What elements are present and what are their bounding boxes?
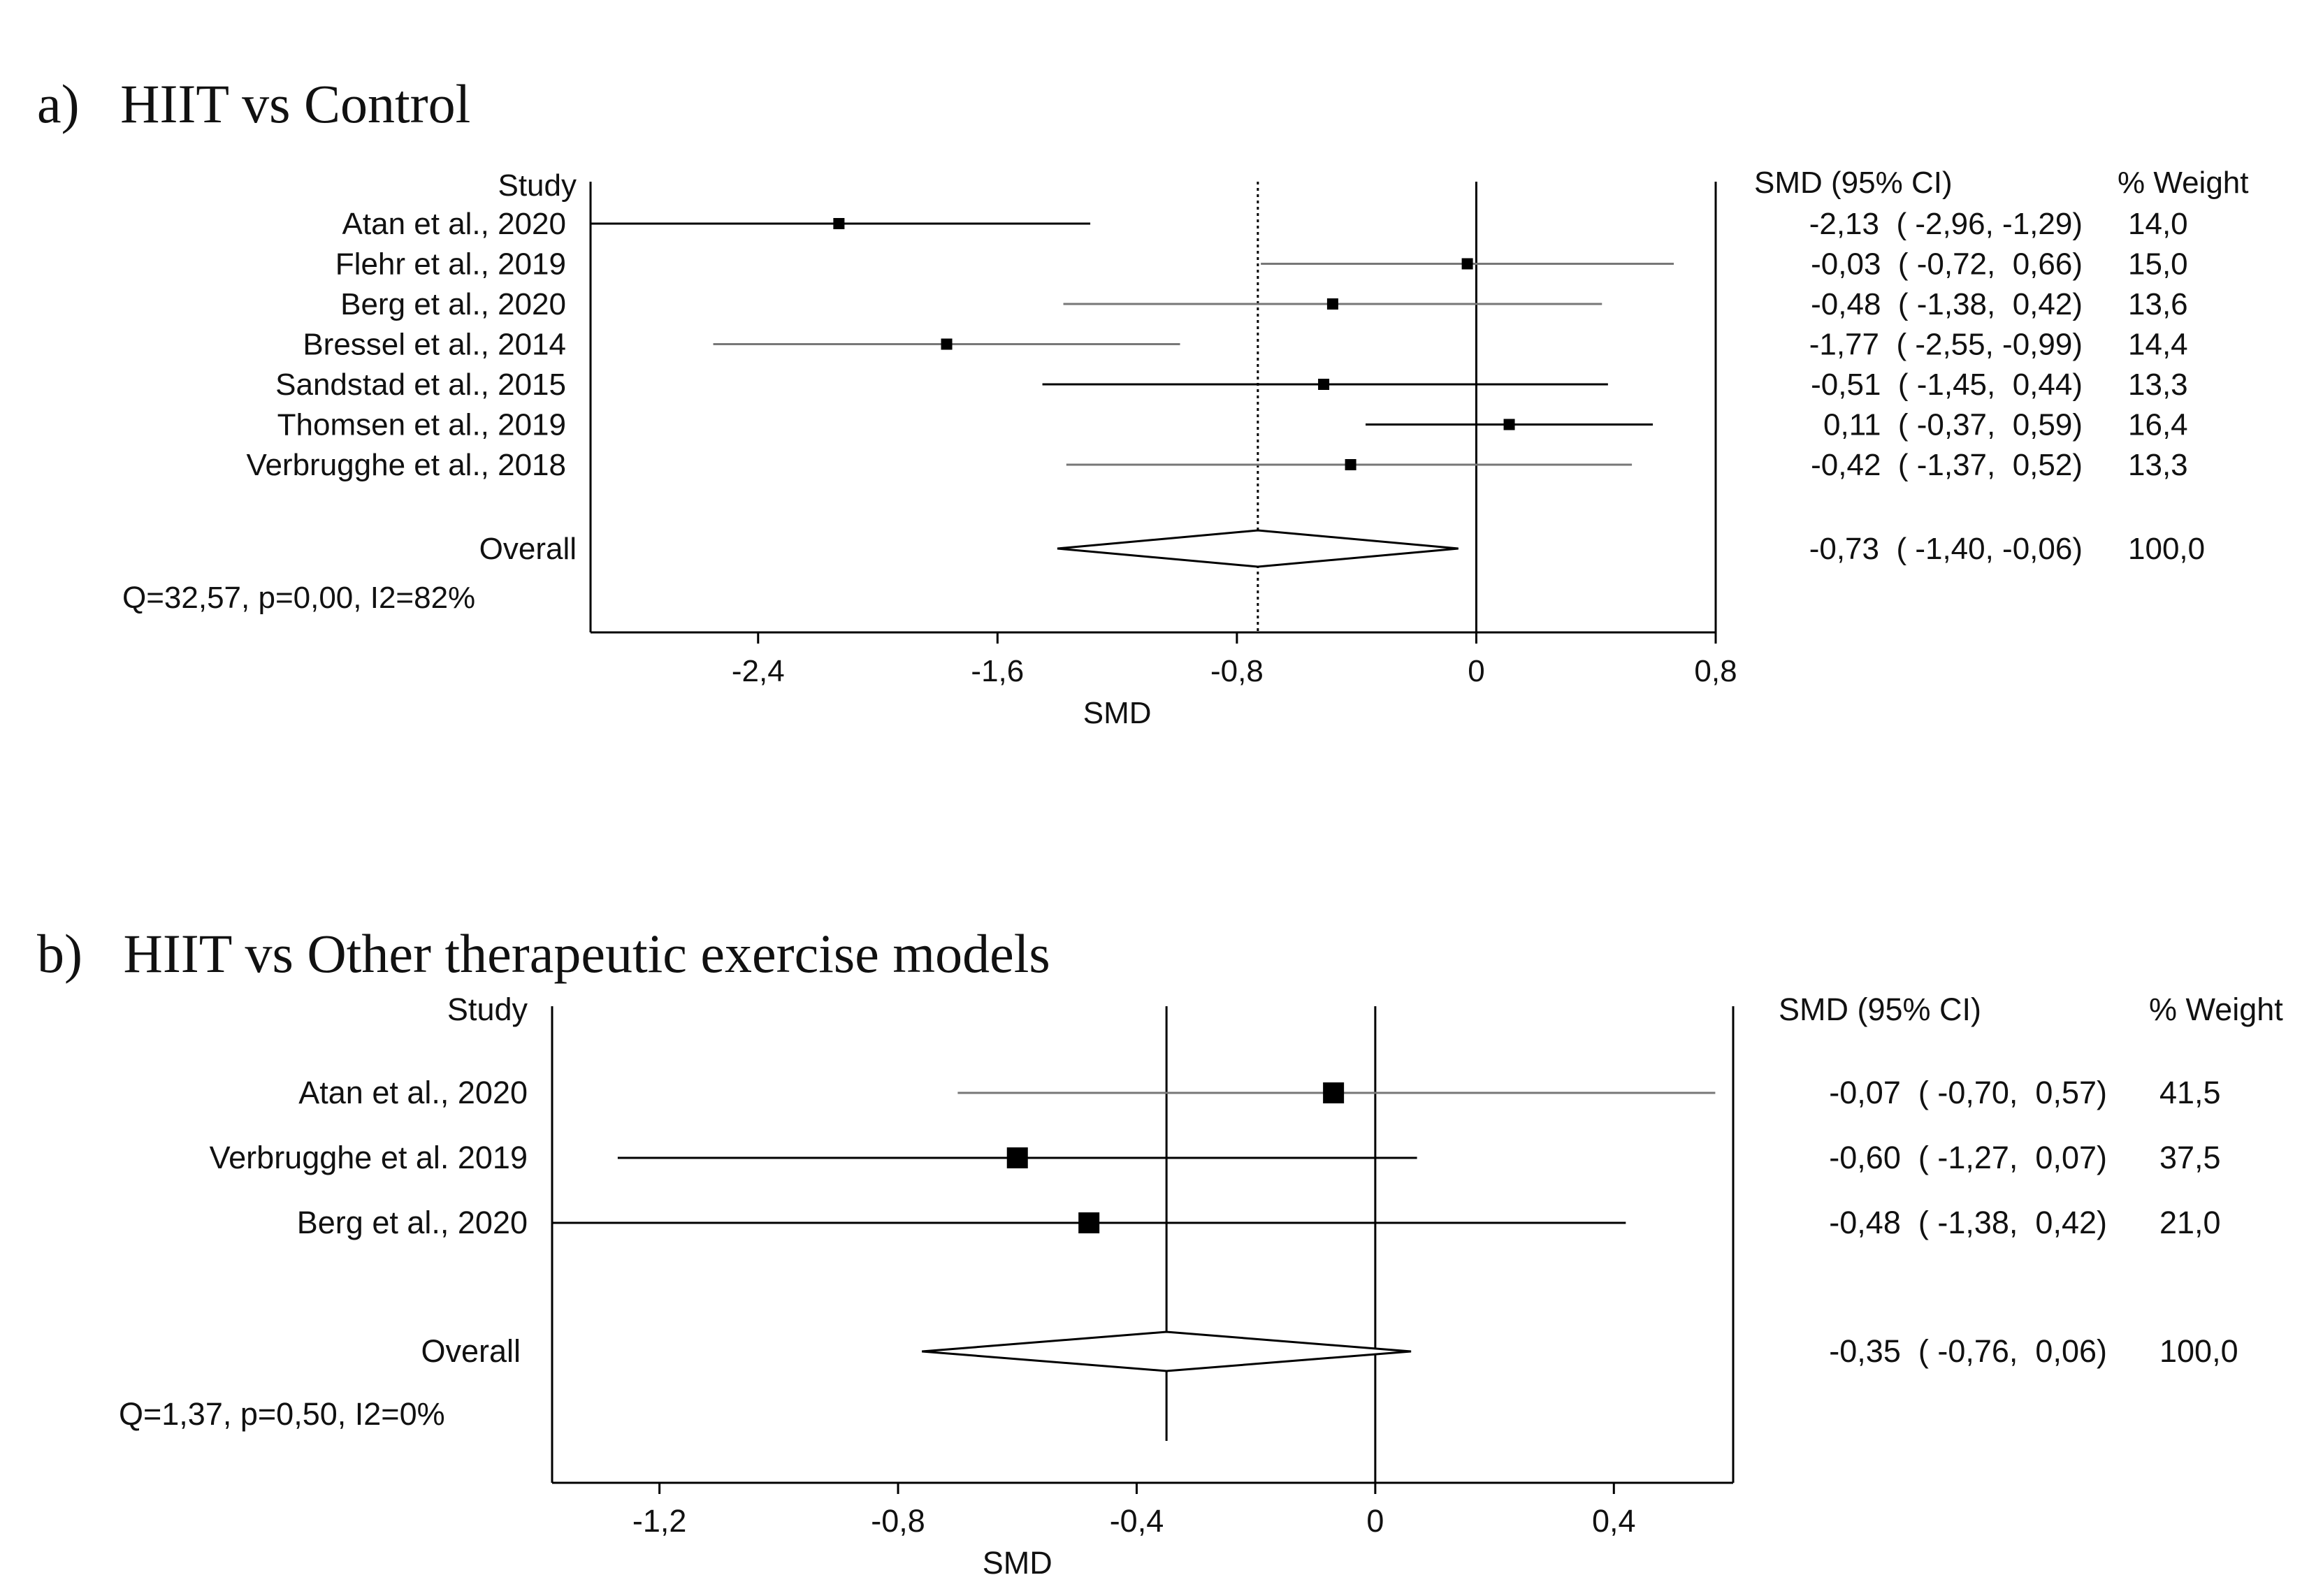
- smd-ci-value: -2,13 ( -2,96, -1,29): [1809, 207, 2083, 241]
- smd-ci-value: -0,07 ( -0,70, 0,57): [1829, 1075, 2107, 1110]
- study-label: Thomsen et al., 2019: [277, 408, 566, 442]
- weight-value: 14,4: [2128, 328, 2188, 362]
- study-label: Atan et al., 2020: [298, 1075, 528, 1110]
- panel-b-title: b) HIIT vs Other therapeutic exercise mo…: [10, 859, 1050, 985]
- study-label: Verbrugghe et al., 2018: [247, 448, 566, 482]
- panel-a-heading: HIIT vs Control: [120, 73, 471, 134]
- study-label: Flehr et al., 2019: [335, 247, 566, 282]
- weight-column-header: % Weight: [2149, 992, 2283, 1027]
- weight-value: 15,0: [2128, 247, 2188, 282]
- x-tick-label: -0,8: [871, 1503, 925, 1539]
- weight-value: 13,3: [2128, 448, 2188, 482]
- point-estimate: [1078, 1212, 1100, 1233]
- x-tick-label: 0,4: [1592, 1503, 1636, 1539]
- weight-value: 16,4: [2128, 408, 2188, 442]
- point-estimate: [941, 338, 953, 350]
- smd-ci-column-header: SMD (95% CI): [1754, 166, 1953, 200]
- study-column-header: Study: [447, 992, 528, 1027]
- x-tick-label: -2,4: [732, 654, 785, 688]
- smd-ci-value: 0,11 ( -0,37, 0,59): [1815, 408, 2083, 442]
- forest-plot-a: -2,4 -1,6 -0,8 0 0,8 SMD Study SMD (95% CI) % We…: [122, 166, 2249, 730]
- overall-label: Overall: [421, 1333, 521, 1369]
- x-tick-label: -1,2: [632, 1503, 687, 1539]
- x-tick-label: -1,6: [971, 654, 1024, 688]
- weight-value: 37,5: [2159, 1140, 2221, 1175]
- weight-value: 21,0: [2159, 1205, 2221, 1240]
- weight-value: 14,0: [2128, 207, 2188, 241]
- point-estimate: [1326, 298, 1338, 310]
- smd-ci-value: -1,77 ( -2,55, -0,99): [1809, 328, 2083, 362]
- smd-ci-column-header: SMD (95% CI): [1779, 992, 1981, 1027]
- smd-ci-value: -0,48 ( -1,38, 0,42): [1811, 287, 2083, 321]
- point-estimate: [833, 218, 845, 229]
- weight-value: 13,3: [2128, 368, 2188, 402]
- weight-value: 13,6: [2128, 287, 2188, 321]
- point-estimate: [1461, 258, 1473, 270]
- x-tick-label: 0: [1468, 654, 1484, 688]
- study-label: Bressel et al., 2014: [303, 328, 566, 362]
- study-column-header: Study: [498, 168, 577, 203]
- study-label: Berg et al., 2020: [297, 1205, 528, 1240]
- overall-smd-ci-value: -0,73 ( -1,40, -0,06): [1809, 532, 2083, 566]
- study-label: Sandstad et al., 2015: [275, 368, 566, 402]
- study-label: Atan et al., 2020: [342, 207, 566, 241]
- panel-b-heading: HIIT vs Other therapeutic exercise model…: [123, 923, 1050, 984]
- x-tick-label: 0: [1366, 1503, 1384, 1539]
- x-axis-label: SMD: [983, 1545, 1052, 1581]
- x-tick-label: -0,4: [1110, 1503, 1164, 1539]
- panel-a-label: a): [37, 73, 80, 134]
- study-label: Verbrugghe et al. 2019: [210, 1140, 528, 1175]
- overall-weight-value: 100,0: [2159, 1333, 2238, 1369]
- point-estimate: [1345, 459, 1356, 470]
- overall-smd-ci-value: -0,35 ( -0,76, 0,06): [1829, 1333, 2107, 1369]
- x-axis-label: SMD: [1083, 696, 1152, 730]
- smd-ci-value: -0,51 ( -1,45, 0,44): [1811, 368, 2083, 402]
- x-tick-label: 0,8: [1694, 654, 1737, 688]
- point-estimate: [1323, 1082, 1345, 1103]
- overall-diamond: [922, 1330, 1412, 1372]
- point-estimate: [1318, 379, 1330, 390]
- overall-label: Overall: [479, 532, 577, 566]
- forest-plot-b: -1,2 -0,8 -0,4 0 0,4 SMD Study SMD (95% CI) % We…: [119, 992, 2283, 1581]
- overall-diamond: [1057, 529, 1459, 568]
- point-estimate: [1503, 419, 1515, 430]
- heterogeneity-stats: Q=32,57, p=0,00, I2=82%: [122, 581, 475, 615]
- smd-ci-value: -0,42 ( -1,37, 0,52): [1811, 448, 2083, 482]
- heterogeneity-stats: Q=1,37, p=0,50, I2=0%: [119, 1396, 445, 1432]
- x-tick-label: -0,8: [1210, 654, 1264, 688]
- smd-ci-value: -0,60 ( -1,27, 0,07): [1829, 1140, 2107, 1175]
- overall-weight-value: 100,0: [2128, 532, 2205, 566]
- panel-b-label: b): [37, 923, 82, 984]
- panel-a-title: a) HIIT vs Control: [10, 10, 470, 136]
- study-label: Berg et al., 2020: [340, 287, 566, 321]
- weight-column-header: % Weight: [2118, 166, 2249, 200]
- smd-ci-value: -0,03 ( -0,72, 0,66): [1811, 247, 2083, 282]
- smd-ci-value: -0,48 ( -1,38, 0,42): [1829, 1205, 2107, 1240]
- weight-value: 41,5: [2159, 1075, 2221, 1110]
- point-estimate: [1006, 1147, 1028, 1168]
